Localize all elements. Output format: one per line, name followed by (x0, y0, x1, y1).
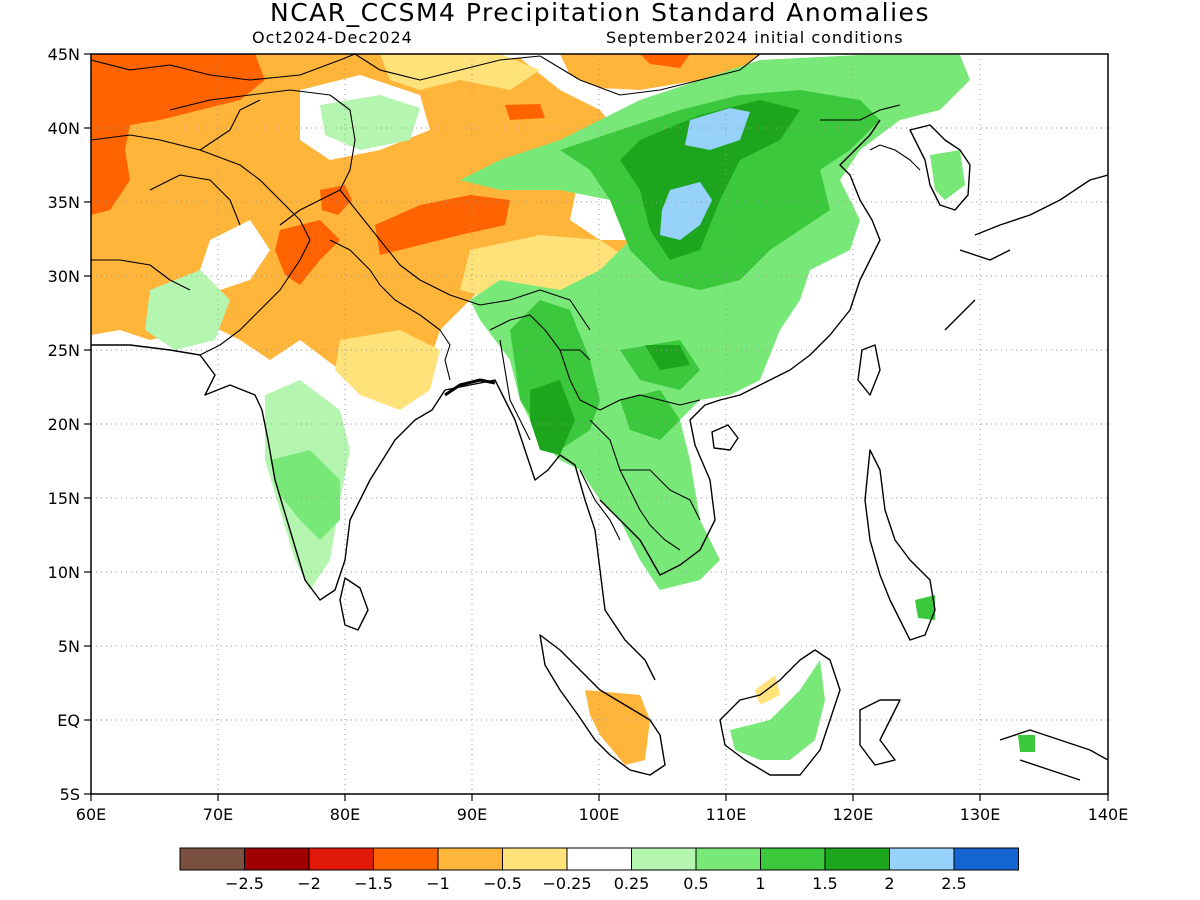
lon-label: 130E (960, 805, 1001, 824)
lon-label: 100E (579, 805, 620, 824)
lat-label: 10N (48, 563, 80, 582)
anomaly-area-caspian (91, 54, 265, 215)
anomaly-area-tibet-orange (375, 195, 510, 255)
anomaly-area-north-strip (560, 54, 760, 90)
forecast-period: Oct2024-Dec2024 (252, 28, 413, 47)
lon-label: 60E (76, 805, 106, 824)
gridlines (91, 54, 1108, 794)
anomaly-area-green-15-myanmar (530, 380, 575, 455)
coastline-indochina (599, 119, 881, 576)
colorbar-label: 2.5 (941, 874, 966, 893)
coastline-sulawesi (859, 699, 901, 766)
coastline-sri-lanka (339, 577, 369, 631)
anomaly-area-pakistan (275, 220, 340, 285)
lat-label: 25N (48, 341, 80, 360)
anomaly-area-green-1-indochina (620, 390, 680, 440)
anomaly-area-green-1-newguinea (1018, 735, 1035, 752)
lon-label: 120E (833, 805, 874, 824)
colorbar-swatch (179, 847, 245, 871)
colorbar-swatch (760, 847, 826, 871)
initial-conditions: September2024 initial conditions (606, 28, 904, 47)
lat-label: 45N (48, 45, 80, 64)
colorbar-swatch (373, 847, 439, 871)
lat-label: 15N (48, 489, 80, 508)
lat-label: 40N (48, 119, 80, 138)
colorbar-swatch (437, 847, 503, 871)
colorbar-swatch (695, 847, 761, 871)
anomaly-area-light-green-tarim (320, 95, 420, 150)
anomaly-area-kashmir (320, 185, 352, 215)
colorbar-label: 1 (755, 874, 765, 893)
colorbar: −2.5 −2 −1.5 −1 −0.5 −0.25 0.25 0.5 1 1.5 2 2.5 (179, 847, 1019, 893)
coastline-new-guinea (999, 729, 1108, 781)
coastline-bay-of-bengal (444, 379, 656, 681)
longitude-labels: 60E 70E 80E 90E 100E 110E 120E 130E 140E (76, 805, 1129, 824)
colorbar-label: 0.5 (683, 874, 708, 893)
anomaly-area-sumatra (585, 690, 650, 765)
colorbar-label: −2.5 (225, 874, 264, 893)
colorbar-label: 1.5 (812, 874, 837, 893)
anomaly-area-central-yellow (380, 54, 540, 90)
anomaly-area-blue-north (685, 108, 750, 150)
lat-label: 5S (60, 785, 80, 804)
lon-label: 80E (330, 805, 360, 824)
colorbar-swatch (953, 847, 1019, 871)
coastline-bangladesh (444, 378, 496, 397)
anomaly-area-green-korea (930, 150, 965, 200)
colorbar-label: −1.5 (354, 874, 393, 893)
map-title: NCAR_CCSM4 Precipitation Standard Anomal… (270, 0, 930, 27)
lat-label: 5N (58, 637, 80, 656)
colorbar-label: −2 (297, 874, 321, 893)
lon-label: 110E (706, 805, 747, 824)
lon-label: 90E (457, 805, 487, 824)
colorbar-swatch (631, 847, 697, 871)
anomaly-area-green-borneo (730, 660, 825, 760)
anomaly-area-xinjiang-orange (505, 104, 545, 120)
colorbar-swatch (889, 847, 955, 871)
country-borders (91, 54, 921, 551)
coastline-korea (909, 124, 971, 211)
colorbar-label: 2 (884, 874, 894, 893)
coastline-taiwan (857, 344, 881, 396)
anomaly-area-green-east-asia (460, 55, 970, 590)
lat-label: 35N (48, 193, 80, 212)
lat-label: 20N (48, 415, 80, 434)
coastline-hainan (711, 424, 739, 451)
colorbar-label: 0.25 (614, 874, 650, 893)
tick-marks (84, 53, 1109, 801)
anomaly-area-green-deccan-core (270, 450, 340, 540)
coastline-arabian-sea (91, 344, 446, 601)
anomaly-area-green-15-sichuan (645, 345, 690, 370)
colorbar-swatch (308, 847, 374, 871)
anomaly-area-neutral-2 (200, 220, 270, 290)
anomaly-fields (91, 54, 1035, 765)
colorbar-swatch (566, 847, 632, 871)
colorbar-swatch (502, 847, 568, 871)
lat-label: EQ (57, 711, 80, 730)
coastlines (91, 119, 1108, 781)
coastline-japan (944, 174, 1108, 331)
anomaly-area-blue-central (660, 182, 712, 240)
latitude-labels: 45N 40N 35N 30N 25N 20N 15N 10N 5N EQ 5S (48, 45, 80, 804)
lon-label: 140E (1088, 805, 1129, 824)
anomaly-area-mongolia-orange (640, 54, 690, 68)
coastline-borneo (719, 649, 841, 776)
lat-label: 30N (48, 267, 80, 286)
anomaly-area-green-1-philippines (915, 595, 935, 620)
colorbar-label: −0.25 (542, 874, 591, 893)
colorbar-label: −1 (426, 874, 450, 893)
coastline-sumatra (539, 634, 666, 776)
colorbar-swatch (244, 847, 310, 871)
anomaly-area-light-green-india (145, 270, 230, 350)
lon-label: 70E (203, 805, 233, 824)
colorbar-label: −0.5 (483, 874, 522, 893)
coastline-philippines (864, 449, 936, 641)
colorbar-swatch (824, 847, 890, 871)
